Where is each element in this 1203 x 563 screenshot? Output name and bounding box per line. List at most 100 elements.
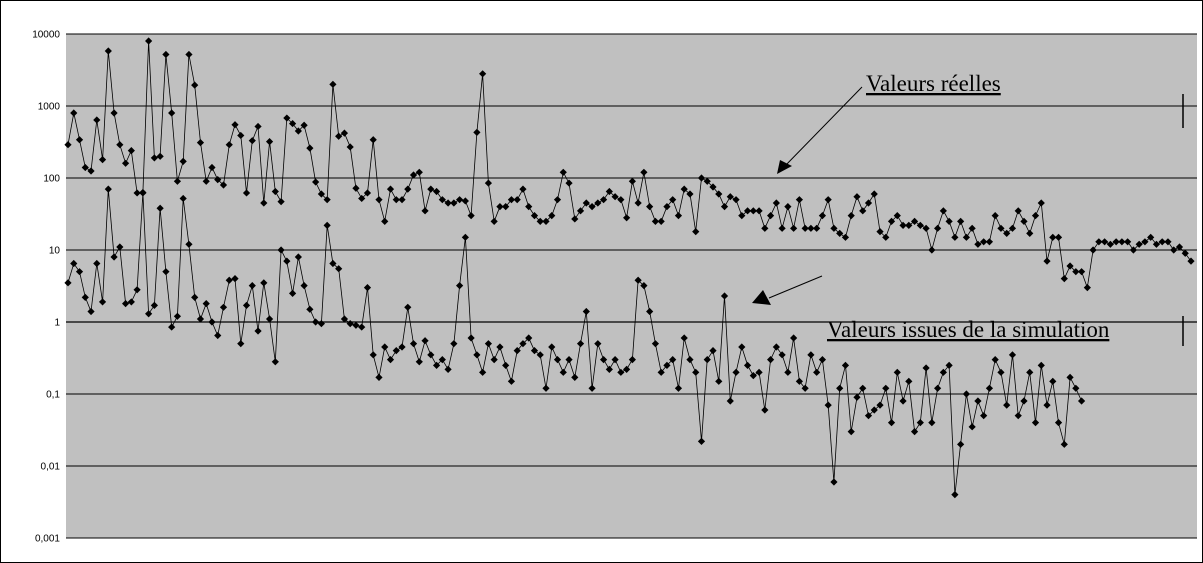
data-point [628, 356, 636, 364]
data-point [749, 372, 757, 380]
data-point [559, 168, 567, 176]
y-tick-label: 0,01 [41, 462, 61, 473]
annotation-arrow-2 [768, 275, 823, 299]
data-point [697, 437, 706, 445]
data-point [415, 358, 423, 366]
data-point [231, 275, 239, 283]
data-point [882, 233, 890, 241]
data-point [790, 224, 798, 232]
data-point [75, 136, 84, 144]
annotation-arrowhead-1 [777, 160, 792, 174]
data-point [162, 268, 170, 276]
data-point [617, 196, 625, 204]
data-point [519, 340, 527, 348]
data-point [133, 189, 141, 197]
data-point [893, 368, 901, 376]
data-point [415, 168, 423, 176]
data-point [254, 327, 262, 335]
data-point [882, 384, 890, 392]
data-point [219, 181, 228, 189]
data-point [870, 190, 878, 198]
data-point [104, 185, 112, 193]
data-point [300, 121, 308, 129]
data-point [271, 358, 279, 366]
data-point [121, 159, 130, 167]
data-point [421, 207, 429, 215]
data-point [346, 320, 354, 328]
data-point [1118, 238, 1126, 246]
data-point [957, 440, 965, 448]
data-point [703, 356, 711, 364]
data-point [392, 196, 400, 204]
data-point [910, 217, 919, 225]
data-point [726, 193, 734, 201]
data-point [369, 136, 377, 144]
data-point [173, 312, 182, 320]
data-point [922, 364, 930, 372]
data-point [507, 196, 516, 204]
data-point [980, 412, 988, 420]
data-point [1152, 240, 1161, 248]
data-point [409, 171, 418, 179]
data-point [519, 185, 527, 193]
data-point [98, 298, 107, 306]
data-point [363, 189, 372, 197]
data-point [1060, 275, 1068, 283]
data-point [553, 196, 562, 204]
data-point [265, 138, 274, 146]
y-axis: 10000 1000 100 10 1 0,1 0,01 0,001 [32, 30, 60, 545]
data-point [145, 310, 153, 318]
data-point [375, 196, 383, 204]
data-point [265, 315, 274, 323]
data-point [162, 50, 170, 59]
data-point [196, 139, 205, 147]
data-point [1077, 397, 1086, 405]
data-point [110, 253, 118, 261]
data-point [732, 196, 740, 204]
data-point [1072, 268, 1080, 276]
data-point [709, 347, 717, 355]
data-point [191, 293, 199, 301]
data-point [1112, 238, 1120, 246]
data-point [565, 179, 573, 187]
data-point [985, 238, 994, 246]
data-point [686, 356, 694, 364]
data-point [738, 343, 746, 351]
data-point [772, 343, 780, 351]
data-point [761, 224, 769, 232]
data-point [173, 177, 182, 185]
data-point [997, 368, 1005, 376]
data-point [1049, 377, 1057, 385]
data-point [473, 351, 481, 359]
data-point [70, 259, 78, 268]
data-point [1014, 207, 1022, 215]
data-point [542, 217, 550, 225]
data-point [974, 240, 982, 248]
data-point [81, 293, 89, 301]
data-point [824, 196, 832, 204]
annotations: Valeurs réelles Valeurs issues de la sim… [752, 71, 1184, 346]
data-point [887, 419, 896, 427]
y-tick-label: 10000 [32, 30, 60, 41]
data-point [444, 365, 452, 373]
annotation-arrow-1 [782, 86, 863, 169]
data-point [761, 406, 769, 414]
data-point [75, 268, 84, 276]
data-point [853, 393, 861, 401]
data-point [1106, 240, 1114, 248]
series-markers [64, 37, 1195, 499]
data-point [830, 478, 838, 486]
data-point [484, 340, 493, 348]
data-point [104, 47, 112, 55]
data-point [1031, 212, 1040, 220]
data-point [386, 356, 395, 364]
data-point [548, 212, 556, 220]
data-point [582, 307, 590, 316]
data-point [841, 233, 850, 241]
data-point [369, 351, 377, 359]
data-point [1043, 401, 1051, 409]
data-point [692, 228, 700, 236]
data-point [404, 185, 412, 193]
data-point [720, 292, 729, 300]
data-point [991, 212, 999, 220]
